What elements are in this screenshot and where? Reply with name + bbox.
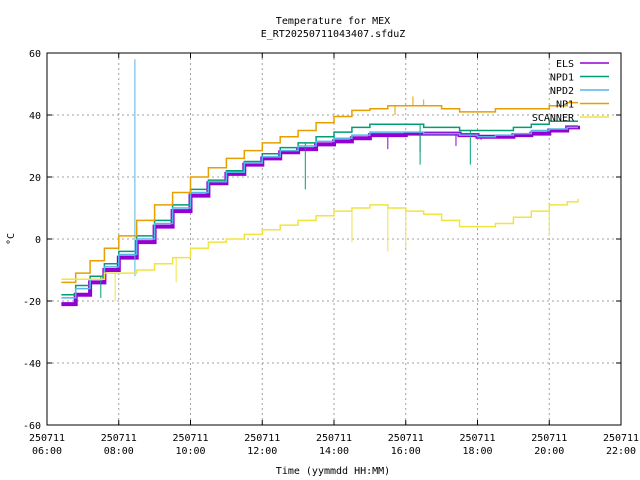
x-tick-time: 10:00 xyxy=(175,446,205,457)
x-tick-date: 250711 xyxy=(172,433,208,444)
y-tick-label: -40 xyxy=(23,359,41,370)
x-tick-date: 250711 xyxy=(388,433,424,444)
x-tick-time: 20:00 xyxy=(534,446,564,457)
x-tick-time: 14:00 xyxy=(319,446,349,457)
x-tick-date: 250711 xyxy=(603,433,639,444)
y-tick-label: 60 xyxy=(29,49,41,60)
x-tick-date: 250711 xyxy=(316,433,352,444)
x-tick-date: 250711 xyxy=(459,433,495,444)
y-axis-label: °C xyxy=(6,233,17,245)
legend-label-np1: NP1 xyxy=(556,100,574,111)
x-tick-time: 22:00 xyxy=(606,446,636,457)
legend-label-els: ELS xyxy=(556,59,574,70)
x-tick-time: 06:00 xyxy=(32,446,62,457)
chart-subtitle: E_RT20250711043407.sfduZ xyxy=(261,29,406,40)
x-tick-time: 16:00 xyxy=(391,446,421,457)
series-line-els xyxy=(61,125,580,307)
y-tick-label: -60 xyxy=(23,421,41,432)
x-tick-date: 250711 xyxy=(244,433,280,444)
series-line-npd1 xyxy=(61,120,578,296)
x-axis: 250711 06:00 250711 08:00 250711 10:00 250711 1… xyxy=(29,53,639,457)
x-tick-time: 18:00 xyxy=(462,446,492,457)
x-tick-time: 08:00 xyxy=(104,446,134,457)
series-layer xyxy=(61,59,580,307)
x-tick-date: 250711 xyxy=(531,433,567,444)
legend-label-npd2: NPD2 xyxy=(550,86,574,97)
x-tick-time: 12:00 xyxy=(247,446,277,457)
legend-label-scanner: SCANNER xyxy=(532,113,575,124)
plot-frame xyxy=(46,52,622,426)
x-tick-date: 250711 xyxy=(101,433,137,444)
y-axis: 60 40 20 0 -20 -40 -60 xyxy=(23,49,621,432)
legend-label-npd1: NPD1 xyxy=(550,73,574,84)
series-line-np1 xyxy=(61,101,578,284)
y-tick-label: 0 xyxy=(35,235,41,246)
legend: ELS NPD1 NPD2 NP1 SCANNER xyxy=(532,59,609,124)
y-tick-label: 20 xyxy=(29,173,41,184)
series-line-npd2 xyxy=(61,126,578,299)
grid xyxy=(47,53,621,425)
series-line-scanner xyxy=(61,198,579,281)
x-tick-date: 250711 xyxy=(29,433,65,444)
chart-title: Temperature for MEX xyxy=(276,16,390,27)
x-axis-label: Time (yymmdd HH:MM) xyxy=(276,466,390,477)
y-tick-label: -20 xyxy=(23,297,41,308)
y-tick-label: 40 xyxy=(29,111,41,122)
